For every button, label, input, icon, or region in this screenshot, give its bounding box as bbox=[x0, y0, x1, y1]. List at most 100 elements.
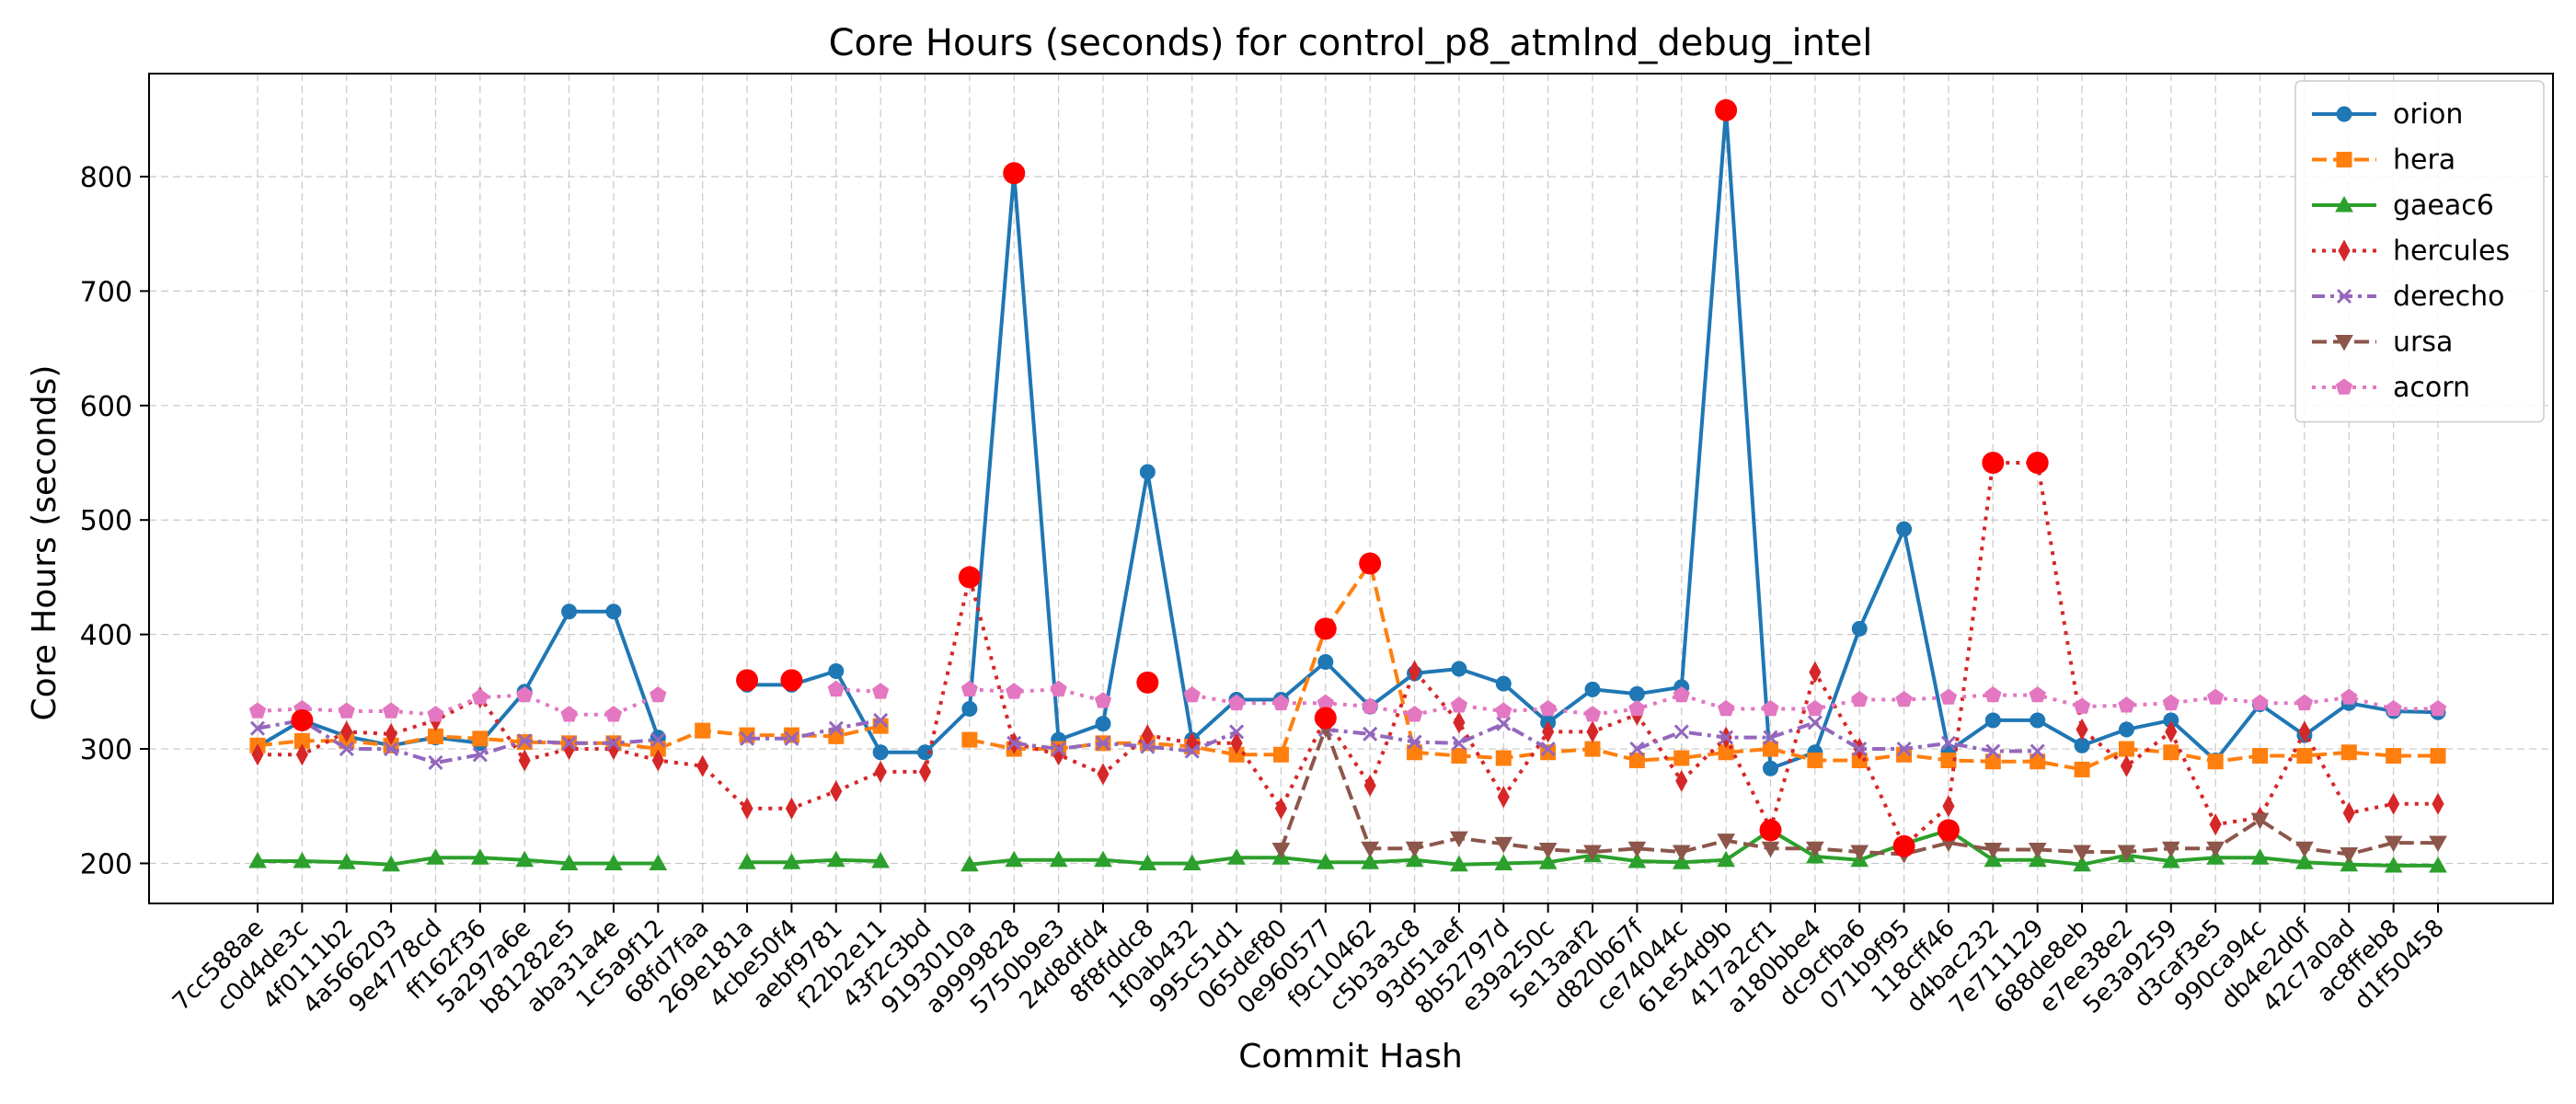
hera-point bbox=[1762, 741, 1778, 757]
orion-point bbox=[605, 604, 622, 620]
grid bbox=[149, 74, 2553, 903]
gaeac6-point bbox=[1405, 850, 1424, 868]
derecho-point bbox=[1852, 741, 1868, 757]
gaeac6-point bbox=[470, 848, 489, 865]
ursa-point bbox=[1583, 845, 1602, 862]
y-tick-label: 800 bbox=[80, 162, 132, 194]
acorn-point bbox=[1984, 685, 2002, 703]
ursa-point bbox=[2295, 841, 2314, 858]
highlight-points bbox=[291, 98, 2049, 857]
hercules-point bbox=[385, 722, 397, 745]
ursa-point bbox=[1361, 841, 1380, 858]
y-tick-label: 400 bbox=[80, 620, 132, 652]
derecho-point bbox=[1673, 724, 1689, 740]
hercules-point bbox=[2076, 718, 2088, 741]
hercules-point bbox=[2342, 801, 2355, 824]
hercules-point bbox=[1363, 774, 1376, 797]
acorn-point bbox=[1806, 699, 1823, 717]
derecho-point bbox=[1719, 730, 1734, 745]
legend-label: derecho bbox=[2393, 281, 2505, 313]
orion-point bbox=[1451, 661, 1467, 677]
gaeac6-point bbox=[738, 853, 756, 869]
hera-point bbox=[961, 731, 978, 748]
hercules-point bbox=[785, 797, 798, 820]
gaeac6-point bbox=[2250, 848, 2270, 865]
derecho-point bbox=[1140, 739, 1156, 754]
derecho-point bbox=[784, 730, 799, 746]
hercules-point bbox=[2165, 720, 2178, 743]
orion-point bbox=[961, 700, 978, 717]
gaeac6-point bbox=[559, 854, 579, 870]
ursa-point bbox=[2429, 835, 2447, 853]
gaeac6-point bbox=[1094, 850, 1112, 868]
hercules-point bbox=[518, 749, 531, 772]
orion-point bbox=[1317, 653, 1334, 670]
orion-point bbox=[1584, 681, 1601, 697]
legend-marker bbox=[2336, 288, 2352, 305]
chart-title: Core Hours (seconds) for control_p8_atml… bbox=[829, 22, 1873, 64]
hercules-point bbox=[1586, 720, 1599, 743]
derecho-point bbox=[1985, 743, 2001, 759]
hercules-point bbox=[1497, 786, 1510, 809]
gaeac6-point bbox=[382, 855, 400, 872]
acorn-point bbox=[471, 688, 489, 705]
legend-marker bbox=[2335, 335, 2353, 351]
highlight-point bbox=[1715, 98, 1738, 121]
derecho-point bbox=[1006, 735, 1022, 751]
derecho-point bbox=[384, 741, 399, 757]
orion-point bbox=[917, 744, 934, 761]
hercules-point bbox=[651, 749, 664, 772]
acorn-point bbox=[1406, 706, 1423, 722]
derecho-point bbox=[828, 720, 844, 736]
orion-point bbox=[2118, 721, 2134, 738]
acorn-point bbox=[1495, 702, 1512, 719]
derecho-point bbox=[1051, 741, 1066, 757]
gaeac6-point bbox=[2073, 855, 2091, 872]
hera-point bbox=[2163, 744, 2179, 761]
gaeac6-point bbox=[604, 854, 623, 870]
gaeac6-point bbox=[1361, 853, 1380, 869]
legend-marker bbox=[2336, 106, 2352, 122]
derecho-point bbox=[1540, 741, 1556, 757]
hera-point bbox=[2340, 744, 2357, 761]
ursa-point bbox=[2117, 845, 2136, 862]
hera-point bbox=[1407, 744, 1423, 761]
acorn-point bbox=[560, 706, 578, 722]
hercules-point bbox=[918, 760, 932, 783]
hera-point bbox=[472, 730, 489, 747]
orion-point bbox=[1851, 620, 1868, 637]
derecho-line bbox=[747, 718, 881, 741]
hera-point bbox=[2030, 753, 2046, 770]
hercules-point bbox=[2432, 792, 2444, 815]
orion-point bbox=[1762, 760, 1778, 776]
acorn-point bbox=[2162, 694, 2179, 711]
acorn-point bbox=[1272, 694, 1290, 711]
legend-item-hercules: hercules bbox=[2312, 236, 2510, 268]
ursa-point bbox=[1672, 845, 1691, 862]
derecho-point bbox=[1451, 735, 1466, 751]
highlight-point bbox=[1136, 671, 1159, 694]
hercules-point bbox=[251, 743, 264, 766]
gaeac6-point bbox=[1138, 854, 1157, 870]
acorn-point bbox=[382, 702, 400, 719]
hera-point bbox=[1984, 753, 2001, 770]
legend-item-ursa: ursa bbox=[2312, 327, 2453, 359]
ursa-point bbox=[1717, 834, 1735, 850]
legend-item-gaeac6: gaeac6 bbox=[2312, 190, 2494, 222]
gaeac6-point bbox=[782, 853, 801, 869]
hercules-point bbox=[2298, 720, 2311, 743]
y-tick-label: 500 bbox=[80, 505, 132, 537]
gaeac6-point bbox=[1005, 850, 1024, 868]
derecho-point bbox=[339, 741, 354, 757]
ursa-point bbox=[1405, 841, 1424, 858]
derecho-point bbox=[1807, 715, 1823, 730]
legend-marker bbox=[2335, 378, 2353, 395]
gaeac6-point bbox=[426, 848, 445, 865]
legend-marker bbox=[2338, 239, 2351, 262]
hercules-point bbox=[741, 797, 753, 820]
highlight-point bbox=[1314, 617, 1337, 640]
orion-point bbox=[828, 662, 845, 679]
highlight-point bbox=[1892, 834, 1915, 857]
hercules-point bbox=[1675, 769, 1688, 792]
ursa-point bbox=[2073, 845, 2091, 862]
